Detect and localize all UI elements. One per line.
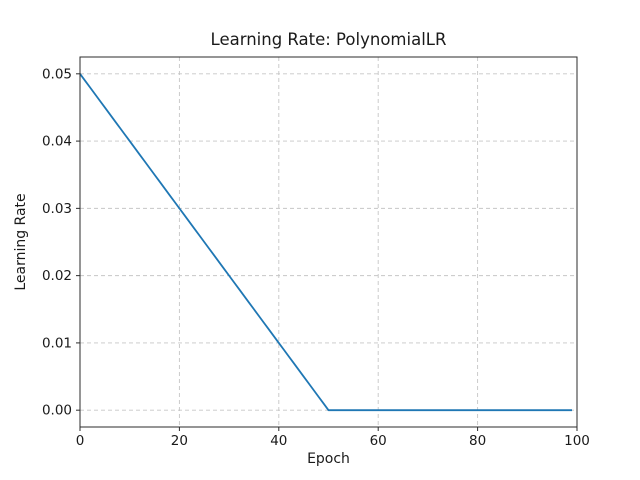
x-tick-label: 20 <box>171 433 188 449</box>
y-tick-label: 0.02 <box>42 268 72 284</box>
x-tick-label: 80 <box>469 433 486 449</box>
axes-spines <box>79 56 578 428</box>
series-line-learning_rate <box>79 73 573 412</box>
y-tick-label: 0.01 <box>42 335 72 351</box>
x-axis-label: Epoch <box>307 451 350 467</box>
y-tick-label: 0.04 <box>42 134 72 150</box>
x-tick-label: 100 <box>564 433 590 449</box>
chart-title: Learning Rate: PolynomialLR <box>210 30 447 49</box>
y-tick-label: 0.05 <box>42 66 72 82</box>
y-tick-label: 0.00 <box>42 403 72 419</box>
y-axis-label: Learning Rate <box>13 193 29 291</box>
x-tick-label: 60 <box>370 433 387 449</box>
x-tick-label: 0 <box>76 433 85 449</box>
x-tick-label: 40 <box>270 433 287 449</box>
y-tick-label: 0.03 <box>42 201 72 217</box>
